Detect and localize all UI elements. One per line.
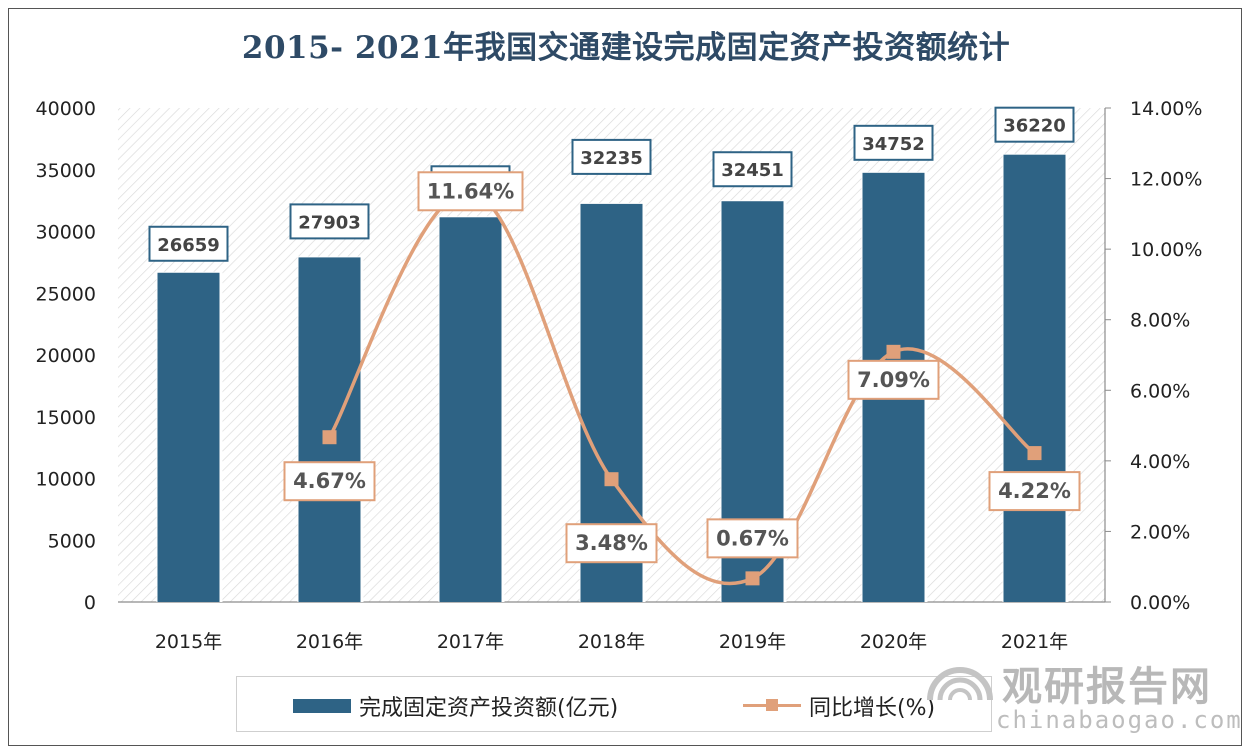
y-right-tick-label: 14.00% — [1130, 98, 1202, 120]
bar — [157, 272, 220, 602]
bar-value-label-box — [571, 138, 652, 175]
bar-value-label-text: 32451 — [721, 160, 784, 181]
growth-value-label: 3.48% — [565, 523, 658, 564]
legend: 完成固定资产投资额(亿元) 同比增长(%) — [236, 676, 992, 732]
bar-value-label-text: 27903 — [298, 212, 361, 233]
growth-value-label: 11.64% — [417, 171, 524, 212]
legend-bar-label: 完成固定资产投资额(亿元) — [359, 696, 619, 721]
bar-value-label-box — [289, 203, 370, 240]
bar-value-label: 26659 — [148, 225, 229, 262]
growth-marker — [745, 571, 760, 586]
growth-value-label: 0.67% — [706, 518, 799, 559]
y-right-tick-label: 0.00% — [1130, 592, 1190, 614]
x-tick-label: 2021年 — [1001, 631, 1068, 653]
bar — [439, 217, 502, 602]
y-left-tick-label: 20000 — [36, 345, 96, 367]
x-tick-label: 2017年 — [437, 631, 504, 653]
growth-value-label-text: 11.64% — [427, 179, 514, 203]
bar-value-label: 34752 — [853, 124, 934, 161]
bar — [298, 257, 361, 602]
bar-value-label-text: 36220 — [1003, 116, 1066, 137]
growth-value-label-text: 4.22% — [998, 479, 1071, 503]
growth-value-label: 4.67% — [283, 461, 376, 502]
x-tick-label: 2018年 — [578, 631, 645, 653]
y-left-tick-label: 5000 — [48, 530, 96, 552]
legend-line-marker — [766, 699, 778, 711]
x-tick-label: 2020年 — [860, 631, 927, 653]
growth-value-label-box — [988, 471, 1081, 512]
y-left-tick-label: 15000 — [36, 407, 96, 429]
y-right-tick-label: 10.00% — [1130, 239, 1202, 261]
x-tick-label: 2016年 — [296, 631, 363, 653]
y-left-tick-label: 30000 — [36, 222, 96, 244]
growth-value-label-box — [565, 523, 658, 564]
growth-value-label: 4.22% — [988, 471, 1081, 512]
growth-value-label-text: 0.67% — [716, 526, 789, 550]
x-tick-label: 2015年 — [155, 631, 222, 653]
bar-value-label-box — [994, 106, 1075, 143]
bar — [1003, 154, 1066, 603]
watermark-logo-icon — [927, 667, 993, 701]
y-left-tick-label: 0 — [84, 592, 96, 614]
bar-value-label-text: 32235 — [580, 148, 643, 169]
growth-value-label: 7.09% — [847, 359, 940, 400]
growth-marker — [604, 472, 619, 487]
y-left-tick-label: 35000 — [36, 160, 96, 182]
bar-value-label: 32235 — [571, 138, 652, 175]
growth-marker — [1027, 446, 1042, 461]
growth-marker — [886, 344, 901, 359]
y-right-tick-label: 6.00% — [1130, 380, 1190, 402]
y-left-tick-label: 25000 — [36, 283, 96, 305]
y-right-tick-label: 8.00% — [1130, 310, 1190, 332]
watermark-brand: 观研报告网 — [1002, 664, 1212, 710]
growth-value-label-box — [283, 461, 376, 502]
growth-value-label-text: 4.67% — [293, 469, 366, 493]
y-right-tick-label: 4.00% — [1130, 451, 1190, 473]
y-right-tick-label: 2.00% — [1130, 521, 1190, 543]
growth-value-label-text: 3.48% — [575, 531, 648, 555]
growth-value-label-text: 7.09% — [857, 368, 930, 392]
y-left-tick-label: 40000 — [36, 98, 96, 120]
growth-marker — [322, 430, 337, 445]
bar-value-label: 32451 — [712, 151, 793, 188]
bar-value-label-box — [853, 124, 934, 161]
growth-value-label-box — [417, 171, 524, 212]
watermark-url: chinabaogao.com — [996, 706, 1243, 734]
bar-value-label-text: 34752 — [862, 134, 925, 155]
growth-value-label-box — [706, 518, 799, 559]
bar-value-label: 36220 — [994, 106, 1075, 143]
x-tick-label: 2019年 — [719, 631, 786, 653]
legend-line-label: 同比增长(%) — [809, 696, 936, 721]
chart-title: 2015- 2021年我国交通建设完成固定资产投资额统计 — [241, 30, 1011, 66]
legend-bar-swatch — [293, 699, 351, 713]
y-left-tick-label: 10000 — [36, 469, 96, 491]
bar-value-label-box — [148, 225, 229, 262]
growth-value-label-box — [847, 359, 940, 400]
bar-value-label: 27903 — [289, 203, 370, 240]
bar-value-label-box — [712, 151, 793, 188]
bar-value-label-text: 26659 — [157, 235, 220, 256]
y-right-tick-label: 12.00% — [1130, 169, 1202, 191]
